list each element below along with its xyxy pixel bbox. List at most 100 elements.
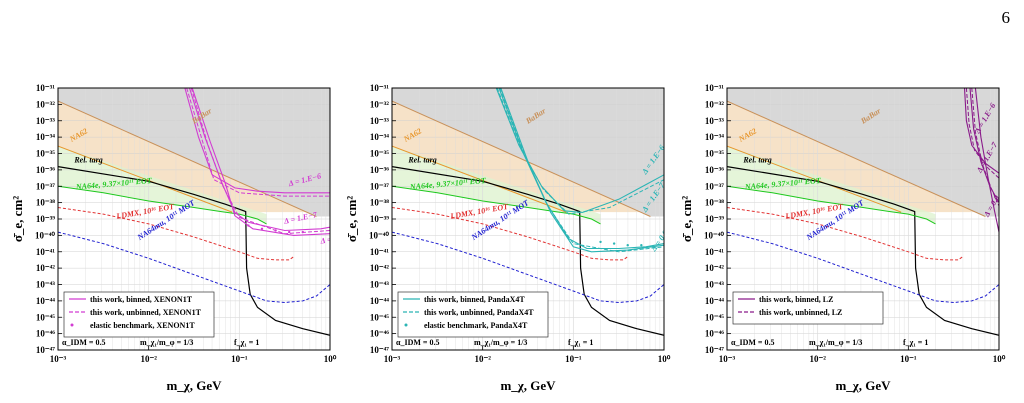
binned-curve [974, 88, 999, 233]
y-tick-label: 10⁻³² [705, 99, 724, 109]
delta-annotation: Δ = 0.0 [649, 229, 670, 254]
y-tick-label: 10⁻³⁵ [370, 149, 389, 159]
elastic-benchmark-point [288, 230, 291, 234]
legend-entry: this work, binned, PandaX4T [424, 295, 525, 304]
x-tick-label: 10⁻² [809, 354, 826, 364]
elastic-benchmark-point [612, 242, 616, 245]
babar-line [58, 100, 317, 217]
y-tick-label: 10⁻³⁶ [36, 165, 55, 175]
ldmx-line [727, 207, 963, 261]
legend-entry: elastic benchmark, XENON1T [90, 321, 195, 330]
y-tick-label: 10⁻³⁴ [36, 132, 55, 142]
x-tick-label: 10⁻³ [50, 354, 67, 364]
y-tick-label: 10⁻⁴¹ [370, 247, 389, 257]
footer-param: f_χ₁ = 1 [234, 338, 259, 347]
y-tick-label: 10⁻⁴¹ [705, 247, 724, 257]
ldmx-line [58, 207, 294, 261]
excluded-region [392, 88, 664, 217]
y-tick-label: 10⁻³⁶ [370, 165, 389, 175]
y-tick-label: 10⁻³⁴ [705, 132, 724, 142]
y-tick-label: 10⁻³¹ [705, 83, 724, 93]
y-tick-label: 10⁻³⁹ [705, 214, 724, 224]
y-tick-label: 10⁻⁴⁴ [370, 296, 389, 306]
x-tick-label: 10⁻¹ [565, 354, 582, 364]
y-tick-label: 10⁻³⁹ [370, 214, 389, 224]
y-tick-label: 10⁻⁴² [370, 263, 389, 273]
na64e-line [727, 185, 936, 225]
unbinned-curve [971, 88, 999, 207]
y-tick-label: 10⁻⁴⁷ [36, 345, 55, 355]
elastic-benchmark-point [260, 227, 264, 231]
footer-param: α_IDM = 0.5 [731, 338, 774, 347]
y-tick-label: 10⁻⁴⁰ [369, 230, 389, 240]
binned-curve [969, 88, 999, 203]
na64e-line [58, 185, 267, 225]
footer-param: α_IDM = 0.5 [62, 338, 105, 347]
y-tick-label: 10⁻³² [36, 99, 55, 109]
babar-line [392, 100, 651, 217]
y-tick-label: 10⁻³⁶ [705, 165, 724, 175]
legend-entry: elastic benchmark, PandaX4T [424, 321, 528, 330]
y-tick-label: 10⁻⁴³ [36, 280, 55, 290]
legend-entry: this work, unbinned, XENON1T [90, 308, 202, 317]
rel-targ-line [58, 166, 330, 336]
excluded-region [727, 88, 999, 217]
footer-param: f_χ₁ = 1 [903, 338, 928, 347]
binned-curve [188, 88, 330, 232]
babar-line [727, 100, 986, 217]
legend-box [732, 291, 884, 325]
footer-param: f_χ₁ = 1 [568, 338, 593, 347]
unbinned-curve [190, 88, 330, 235]
y-tick-label: 10⁻³⁷ [705, 181, 724, 191]
y-tick-label: 10⁻⁴⁶ [36, 329, 55, 339]
y-tick-label: 10⁻³² [370, 99, 389, 109]
legend-box [397, 291, 549, 338]
legend-entry: this work, binned, LZ [759, 295, 833, 304]
y-tick-label: 10⁻³¹ [36, 83, 55, 93]
y-tick-label: 10⁻³⁷ [370, 181, 389, 191]
unbinned-curve [496, 88, 664, 215]
elastic-benchmark-point [626, 244, 629, 247]
y-tick-label: 10⁻³³ [36, 116, 55, 126]
y-tick-label: 10⁻³⁸ [370, 198, 389, 208]
legend-swatch-elastic [70, 323, 74, 327]
y-tick-label: 10⁻⁴⁴ [705, 296, 724, 306]
rel-targ-label: Rel. targ [742, 156, 771, 165]
rel-targ-label: Rel. targ [407, 156, 436, 165]
y-tick-label: 10⁻⁴⁶ [370, 329, 389, 339]
delta-annotation: Δ = 1.E−7 [282, 210, 318, 226]
y-tick-label: 10⁻⁴² [705, 263, 724, 273]
unbinned-curve [186, 88, 330, 197]
x-axis-label: m_χ, GeV [166, 378, 222, 393]
x-tick-label: 10⁻² [140, 354, 157, 364]
binned-curve [963, 88, 999, 174]
y-tick-label: 10⁻³⁸ [705, 198, 724, 208]
footer-param: m_χ₁/m_φ = 1/3 [809, 338, 862, 347]
rel-targ-line [727, 166, 999, 336]
y-tick-label: 10⁻³⁵ [705, 149, 724, 159]
na64mu-line [392, 231, 664, 304]
unbinned-curve [499, 88, 664, 253]
y-tick-label: 10⁻³⁵ [36, 149, 55, 159]
x-tick-label: 10⁰ [324, 354, 337, 364]
elastic-benchmark-point [599, 240, 602, 244]
legend-box [63, 291, 215, 338]
x-tick-label: 10⁻³ [384, 354, 401, 364]
y-tick-label: 10⁻⁴⁷ [370, 345, 389, 355]
y-tick-label: 10⁻³⁷ [36, 181, 55, 191]
ldmx-line [392, 207, 628, 261]
y-tick-label: 10⁻⁴⁵ [370, 312, 389, 322]
y-tick-label: 10⁻⁴⁷ [705, 345, 724, 355]
y-axis-label: σ̄_e, cm² [679, 196, 694, 242]
x-tick-label: 10⁻¹ [231, 354, 248, 364]
x-tick-label: 10⁰ [993, 354, 1006, 364]
footer-param: m_χ₁/m_φ = 1/3 [474, 338, 527, 347]
legend-entry: this work, binned, XENON1T [90, 295, 193, 304]
x-tick-label: 10⁻² [474, 354, 491, 364]
page-number: 6 [1001, 8, 1011, 27]
